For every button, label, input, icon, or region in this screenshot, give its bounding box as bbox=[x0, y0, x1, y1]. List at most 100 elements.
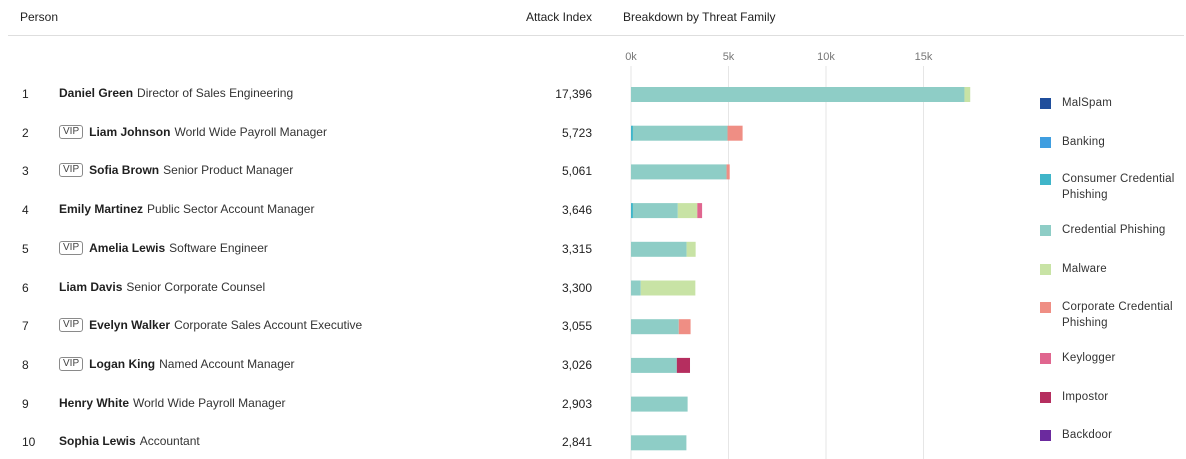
table-row[interactable]: 9 Henry White World Wide Payroll Manager 2,… bbox=[0, 395, 600, 415]
threat-family-bar-chart: 0k 5k 10k 15k bbox=[625, 51, 971, 459]
person-title: Accountant bbox=[139, 434, 200, 449]
person-title: World Wide Payroll Manager bbox=[174, 124, 327, 139]
x-tick-label: 10k bbox=[817, 51, 835, 63]
table-row[interactable]: 1 Daniel Green Director of Sales Engineeri… bbox=[0, 85, 600, 105]
person-cell: VIP Sofia Brown Senior Product Manager bbox=[59, 163, 293, 178]
person-name[interactable]: Sofia Brown bbox=[89, 163, 160, 178]
bar-segment[interactable] bbox=[727, 125, 743, 141]
legend-swatch bbox=[1040, 430, 1051, 441]
x-tick-label: 15k bbox=[915, 51, 933, 63]
attack-index-value: 17,396 bbox=[555, 87, 592, 101]
person-title: Software Engineer bbox=[169, 240, 268, 255]
column-header-person[interactable]: Person bbox=[20, 10, 59, 24]
table-row[interactable]: 4 Emily Martinez Public Sector Account Man… bbox=[0, 201, 600, 221]
rank-number: 1 bbox=[22, 87, 29, 101]
vip-badge: VIP bbox=[59, 163, 84, 178]
x-tick-label: 0k bbox=[625, 51, 637, 63]
bar-segment[interactable] bbox=[677, 203, 698, 219]
bar-segment[interactable] bbox=[631, 125, 633, 141]
person-title: Corporate Sales Account Executive bbox=[174, 318, 363, 333]
bar-segment[interactable] bbox=[726, 164, 730, 180]
person-title: Public Sector Account Manager bbox=[147, 202, 315, 217]
person-title: Named Account Manager bbox=[159, 356, 295, 371]
legend-label: Banking bbox=[1062, 136, 1105, 148]
person-name[interactable]: Emily Martinez bbox=[59, 202, 144, 217]
bar-segment[interactable] bbox=[632, 203, 678, 219]
bar-segment[interactable] bbox=[631, 241, 687, 257]
person-title: Director of Sales Engineering bbox=[137, 86, 294, 100]
bar-segment[interactable] bbox=[631, 87, 965, 102]
rank-number: 7 bbox=[22, 319, 29, 334]
table-row[interactable]: 5 VIP Amelia Lewis Software Engineer 3,315 bbox=[0, 240, 600, 260]
bar-segment[interactable] bbox=[631, 435, 687, 451]
person-cell: VIP Evelyn Walker Corporate Sales Account … bbox=[59, 318, 363, 333]
rank-number: 2 bbox=[22, 125, 29, 140]
attack-index-value: 3,315 bbox=[561, 241, 592, 256]
attack-index-value: 3,646 bbox=[561, 203, 592, 218]
legend-swatch bbox=[1040, 302, 1051, 313]
bar-segment[interactable] bbox=[631, 396, 688, 412]
bar-segment[interactable] bbox=[964, 87, 971, 102]
attack-index-value: 3,300 bbox=[561, 280, 592, 295]
bar-segment[interactable] bbox=[686, 241, 696, 257]
person-name[interactable]: Henry White bbox=[59, 395, 130, 410]
legend-swatch bbox=[1040, 98, 1051, 109]
legend-swatch bbox=[1040, 137, 1051, 148]
bar-segment[interactable] bbox=[631, 319, 679, 335]
table-row[interactable]: 10 Sophia Lewis Accountant 2,841 bbox=[0, 433, 600, 453]
legend-swatch bbox=[1040, 225, 1051, 236]
header-divider bbox=[8, 35, 1184, 36]
column-header-attack-index[interactable]: Attack Index bbox=[525, 10, 592, 24]
table-row[interactable]: 7 VIP Evelyn Walker Corporate Sales Account… bbox=[0, 317, 600, 337]
person-name[interactable]: Logan King bbox=[89, 356, 156, 371]
bar-segment[interactable] bbox=[631, 357, 677, 373]
person-title: World Wide Payroll Manager bbox=[133, 395, 286, 410]
table-row[interactable]: 6 Liam Davis Senior Corporate Counsel 3,300 bbox=[0, 279, 600, 299]
vip-badge: VIP bbox=[59, 240, 84, 255]
rank-number: 3 bbox=[22, 164, 29, 179]
attack-index-value: 5,061 bbox=[561, 164, 592, 179]
rank-number: 8 bbox=[22, 357, 29, 372]
rank-number: 10 bbox=[22, 435, 36, 450]
rank-number: 6 bbox=[22, 280, 29, 295]
bar-segment[interactable] bbox=[678, 319, 691, 335]
bar-segment[interactable] bbox=[640, 280, 696, 296]
rank-number: 5 bbox=[22, 241, 29, 256]
table-row[interactable]: 3 VIP Sofia Brown Senior Product Manager 5,0… bbox=[0, 162, 600, 182]
person-name[interactable]: Sophia Lewis bbox=[59, 434, 136, 449]
bar-segment[interactable] bbox=[631, 164, 727, 180]
legend-swatch bbox=[1040, 353, 1051, 364]
person-cell: VIP Liam Johnson World Wide Payroll Manage… bbox=[59, 124, 327, 139]
bar-segment[interactable] bbox=[631, 203, 633, 219]
person-name[interactable]: Liam Davis bbox=[59, 279, 123, 294]
attack-index-value: 5,723 bbox=[561, 125, 592, 140]
legend-label: Credential Phishing bbox=[1062, 224, 1166, 236]
person-title: Senior Corporate Counsel bbox=[126, 279, 266, 294]
legend-swatch bbox=[1040, 392, 1051, 403]
bar-segment[interactable] bbox=[697, 203, 703, 219]
person-name[interactable]: Daniel Green bbox=[59, 86, 134, 100]
column-header-breakdown[interactable]: Breakdown by Threat Family bbox=[623, 10, 776, 24]
legend-label: Malware bbox=[1062, 263, 1107, 275]
person-cell: Henry White World Wide Payroll Manager bbox=[59, 396, 286, 410]
bar-segment[interactable] bbox=[632, 125, 728, 141]
legend-label: Backdoor bbox=[1062, 429, 1113, 441]
legend-label: Consumer Credential Phishing bbox=[1062, 173, 1175, 201]
person-name[interactable]: Liam Johnson bbox=[89, 124, 171, 139]
attack-index-value: 2,903 bbox=[561, 396, 592, 411]
person-name[interactable]: Amelia Lewis bbox=[89, 240, 166, 255]
bar-segment[interactable] bbox=[631, 280, 641, 296]
attack-index-value: 3,055 bbox=[561, 319, 592, 334]
person-cell: Liam Davis Senior Corporate Counsel bbox=[59, 280, 265, 294]
vip-badge: VIP bbox=[59, 356, 84, 371]
legend-label: MalSpam bbox=[1062, 97, 1112, 109]
vip-badge: VIP bbox=[59, 124, 84, 139]
person-name[interactable]: Evelyn Walker bbox=[89, 318, 171, 333]
legend-swatch bbox=[1040, 174, 1051, 185]
table-row[interactable]: 8 VIP Logan King Named Account Manager 3,026 bbox=[0, 356, 600, 376]
table-row[interactable]: 2 VIP Liam Johnson World Wide Payroll Manag… bbox=[0, 124, 600, 144]
bar-segment[interactable] bbox=[676, 357, 691, 373]
attack-index-value: 3,026 bbox=[561, 357, 592, 372]
person-cell: Daniel Green Director of Sales Engineerin… bbox=[59, 86, 293, 100]
person-cell: Sophia Lewis Accountant bbox=[59, 434, 200, 448]
